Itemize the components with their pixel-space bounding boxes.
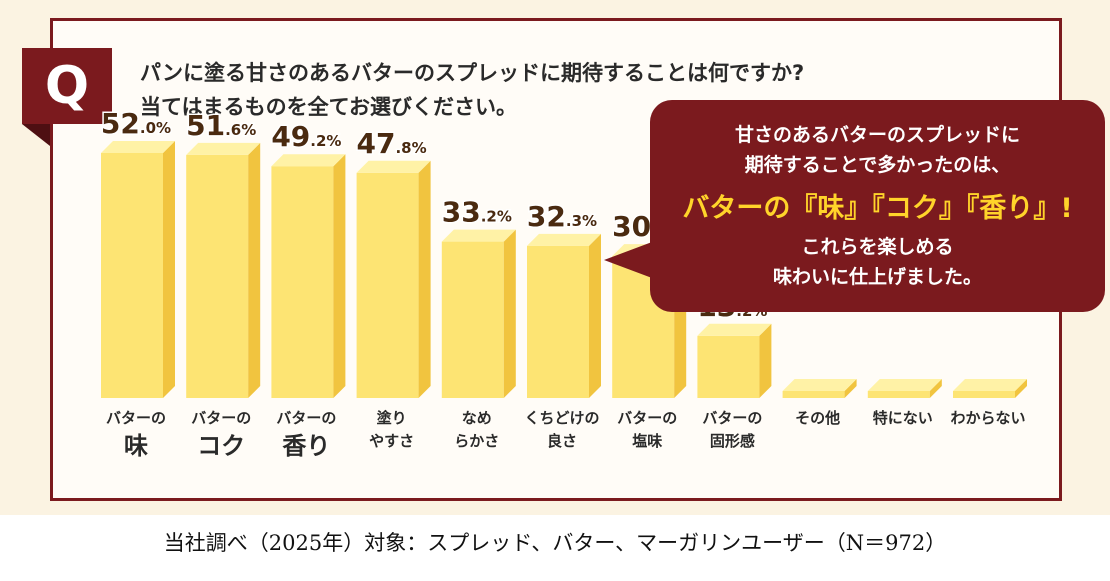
callout-line-1: 甘さのあるバターのスプレッドに [734, 124, 1020, 146]
category-label-line2: コク [197, 432, 245, 460]
bar-top [441, 229, 516, 242]
source-note: 当社調べ（2025年）対象：スプレッド、バター、マーガリンユーザー（N＝972） [163, 531, 947, 555]
callout-highlight: バターの『味』『コク』『香り』! [682, 193, 1073, 224]
category-label-line1: 特にない [873, 409, 933, 427]
bar-front [356, 172, 419, 398]
callout-line-3: これらを楽しめる [801, 236, 954, 258]
bar-side [929, 379, 942, 398]
bar-front [953, 391, 1015, 398]
value-label: 49.2% [271, 120, 341, 153]
value-label-int: 49 [271, 120, 310, 153]
value-label-int: 32 [527, 200, 566, 233]
bar-side [759, 323, 772, 398]
value-label: 32.3% [527, 200, 597, 233]
bar-top [697, 323, 772, 336]
bar-top [953, 379, 1027, 391]
value-label-int: 47 [357, 127, 396, 160]
bar-4 [441, 229, 516, 398]
bar-side [163, 141, 175, 398]
bar-side [248, 142, 261, 398]
category-label-line2: 香り [282, 432, 330, 460]
bar-top [867, 379, 942, 391]
bar-2 [271, 154, 346, 398]
bar-front [782, 391, 845, 398]
bar-5 [527, 233, 601, 398]
bar-3 [356, 160, 431, 398]
bar-top [356, 160, 431, 173]
bar-front [186, 154, 249, 398]
category-label-line1: バターの [106, 409, 166, 427]
bar-front [867, 391, 930, 398]
value-label-dec: .0% [140, 119, 171, 137]
category-label-line1: 塗り [377, 409, 407, 427]
category-label-line1: バターの [702, 409, 762, 427]
value-label-dec: .2% [310, 132, 341, 150]
bar-side [1015, 379, 1027, 398]
summary-callout: 甘さのあるバターのスプレッドに 期待することで多かったのは、 バターの『味』『コ… [650, 100, 1105, 312]
value-label-dec: .3% [566, 212, 597, 230]
value-label-int: 51 [186, 109, 225, 142]
value-label-dec: .6% [225, 121, 256, 139]
bar-0 [101, 141, 175, 398]
value-label-int: 52 [101, 107, 140, 140]
bar-side [418, 160, 431, 398]
bar-9 [867, 379, 942, 398]
value-label-dec: .8% [395, 139, 426, 157]
bar-top [101, 141, 175, 153]
category-label-line2: 良さ [547, 432, 577, 450]
bar-front [441, 241, 504, 398]
category-label-line1: くちどけの [524, 409, 599, 427]
callout-line-4: 味わいに仕上げました。 [772, 266, 982, 288]
category-label-line1: その他 [795, 409, 840, 427]
bar-top [271, 154, 346, 167]
callout-tail [604, 242, 652, 278]
bar-7 [697, 323, 772, 398]
value-label: 33.2% [442, 196, 512, 229]
category-label-line1: わからない [950, 409, 1025, 427]
bar-side [589, 233, 601, 398]
callout-line-2: 期待することで多かったのは、 [744, 154, 1011, 176]
bar-10 [953, 379, 1027, 398]
value-label-dec: .2% [481, 208, 512, 226]
bar-top [782, 379, 857, 391]
bar-side [844, 379, 857, 398]
category-label-line1: なめ [462, 409, 492, 427]
bar-front [101, 153, 163, 398]
category-label-line2: 固形感 [710, 432, 755, 450]
value-label: 52.0% [101, 107, 171, 140]
bar-front [527, 245, 589, 398]
category-label-line1: バターの [276, 409, 336, 427]
bar-top [527, 233, 601, 246]
badge-fold [22, 124, 50, 146]
value-label-int: 33 [442, 196, 481, 229]
question-line-2: 当てはまるものを全てお選びください。 [140, 95, 517, 119]
bar-top [186, 142, 261, 155]
value-label-int: 30 [612, 210, 651, 243]
question-badge-letter: Q [44, 56, 90, 116]
category-label-line2: 塩味 [632, 432, 662, 450]
value-label: 51.6% [186, 109, 256, 142]
category-label-line2: 味 [124, 432, 148, 460]
question-badge: Q [22, 48, 112, 146]
bar-8 [782, 379, 857, 398]
category-label-line2: らかさ [454, 432, 499, 450]
bar-side [333, 154, 346, 398]
bar-1 [186, 142, 261, 398]
category-label-line2: やすさ [369, 432, 414, 450]
bar-front [697, 335, 760, 398]
bar-side [503, 229, 516, 398]
value-label: 47.8% [357, 127, 427, 160]
category-label-line1: バターの [617, 409, 677, 427]
category-label-line1: バターの [191, 409, 251, 427]
bar-chart: 52.0%バターの味51.6%バターのコク49.2%バターの香り47.8%塗りや… [99, 106, 1027, 460]
question-line-1: パンに塗る甘さのあるバターのスプレッドに期待することは何ですか? [140, 61, 805, 85]
bar-front [271, 166, 334, 398]
